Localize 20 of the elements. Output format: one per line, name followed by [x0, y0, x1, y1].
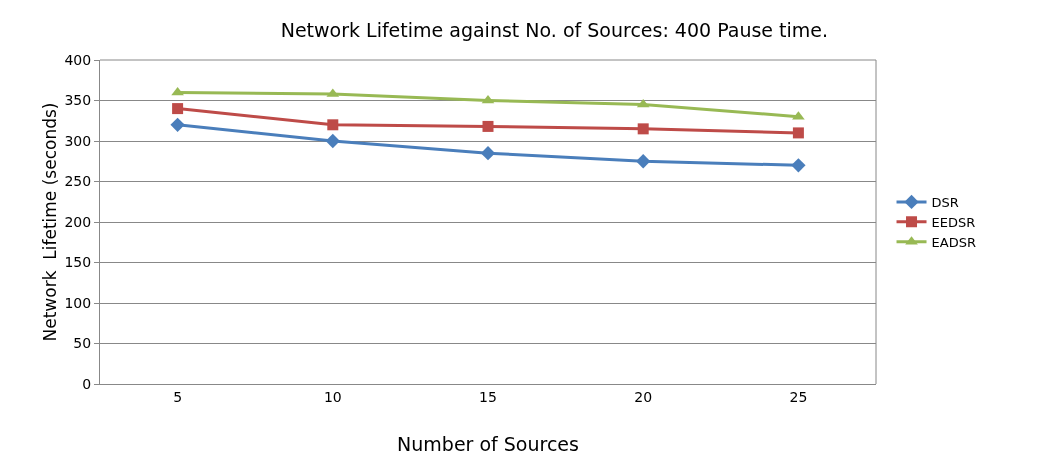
x-tick-label: 15 [479, 388, 497, 405]
y-tick-label: 100 [64, 294, 92, 311]
x-axis-title: Number of Sources [397, 433, 579, 455]
y-tick-label: 250 [64, 173, 92, 190]
legend-label: EEDSR [931, 214, 976, 230]
y-tick-label: 400 [64, 51, 92, 68]
legend-label: EADSR [931, 234, 976, 250]
legend-label: DSR [931, 195, 959, 211]
y-tick-label: 200 [64, 213, 92, 230]
y-tick-label: 300 [64, 132, 92, 149]
x-tick-label: 25 [789, 388, 808, 405]
x-tick-label: 5 [173, 388, 183, 405]
y-tick-label: 0 [82, 375, 92, 392]
y-axis-title: Network Lifetime (seconds) [40, 102, 60, 342]
y-tick-label: 50 [73, 335, 92, 352]
x-tick-label: 20 [634, 388, 653, 405]
chart-title: Network Lifetime against No. of Sources: 400 Pause time. [280, 18, 829, 41]
y-tick-label: 350 [64, 92, 92, 109]
y-tick-label: 150 [64, 254, 92, 271]
x-tick-label: 10 [323, 388, 342, 405]
